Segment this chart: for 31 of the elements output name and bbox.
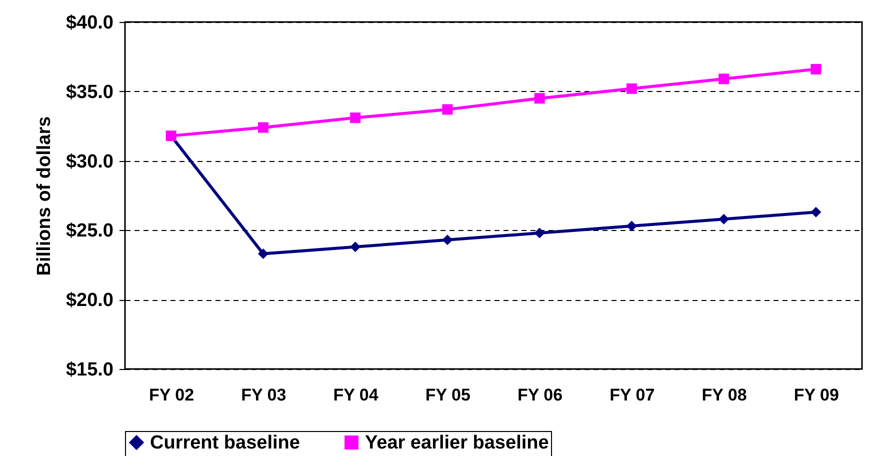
x-tick-label: FY 07	[610, 386, 655, 404]
x-tick-label: FY 03	[241, 386, 286, 404]
point	[626, 220, 637, 232]
y-axis-title: Billions of dollars	[34, 116, 55, 276]
y-tick-label: $35.0	[66, 82, 114, 103]
legend-label: Year earlier baseline	[365, 432, 549, 454]
x-tick-label: FY 02	[149, 386, 194, 404]
x-tick-label: FY 06	[518, 386, 563, 404]
legend-label: Current baseline	[150, 432, 300, 454]
y-tick-label: $30.0	[66, 151, 114, 172]
x-tick-label: FY 08	[702, 386, 747, 404]
point	[258, 248, 268, 260]
y-tick-label: $25.0	[66, 220, 114, 242]
point	[810, 206, 822, 218]
point	[626, 83, 637, 94]
point	[258, 122, 268, 133]
x-tick-label: FY 05	[425, 386, 470, 404]
point	[810, 64, 822, 74]
point	[718, 74, 730, 84]
point	[534, 93, 545, 104]
y-tick-label: $40.0	[66, 12, 114, 34]
y-tick-label: $15.0	[66, 360, 114, 380]
point	[718, 214, 730, 224]
point	[442, 234, 453, 246]
point	[350, 112, 361, 124]
point	[442, 104, 453, 115]
x-tick-label: FY 04	[333, 386, 379, 404]
y-tick-label: $20.0	[66, 290, 114, 312]
point	[534, 228, 545, 238]
point	[350, 242, 361, 252]
x-tick-label: FY 09	[794, 386, 839, 404]
